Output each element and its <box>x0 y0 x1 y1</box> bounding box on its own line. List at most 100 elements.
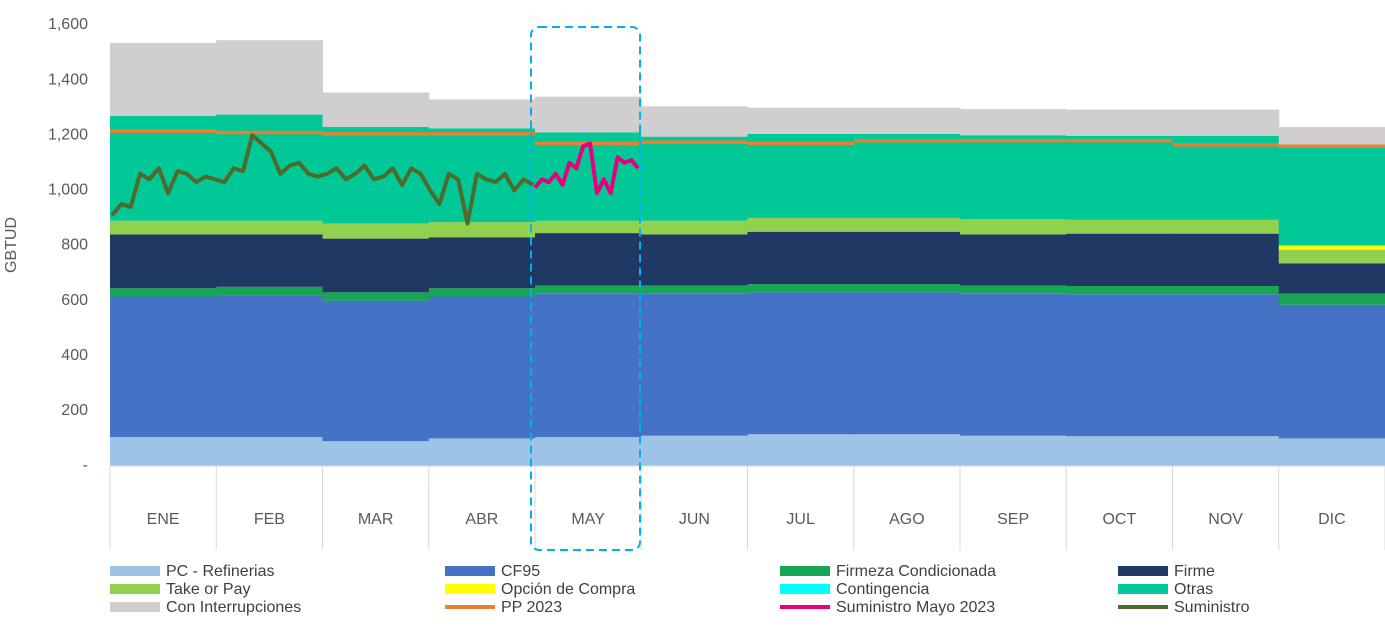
area-segment <box>110 115 217 221</box>
area-segment <box>428 237 536 289</box>
area-segment <box>110 234 217 289</box>
area-segment <box>535 96 642 133</box>
area-segment <box>853 292 961 435</box>
area-segment <box>110 296 217 438</box>
y-tick-label: 400 <box>61 347 88 364</box>
x-tick-label: DIC <box>1318 511 1346 528</box>
area-segment <box>535 220 642 234</box>
legend-swatch <box>445 584 495 594</box>
area-segment <box>428 296 536 439</box>
area-segment <box>428 288 536 297</box>
area-segment <box>960 219 1067 235</box>
area-segment <box>1066 286 1173 295</box>
area-segment <box>853 284 961 293</box>
area-segment <box>428 438 536 466</box>
x-tick-label: AGO <box>889 511 925 528</box>
area-segment <box>641 285 748 294</box>
area-segment <box>1278 147 1385 246</box>
area-segment <box>747 292 855 435</box>
x-tick-label: ABR <box>465 511 498 528</box>
y-tick-label: 200 <box>61 402 88 419</box>
area-segment <box>322 441 430 466</box>
area-segment <box>1066 219 1173 234</box>
area-segment <box>853 217 961 232</box>
legend-swatch <box>110 602 160 612</box>
area-segment <box>1278 249 1385 264</box>
area-segment <box>1172 135 1280 220</box>
legend-label: CF95 <box>501 563 540 580</box>
y-tick-label: 600 <box>61 292 88 309</box>
legend-swatch <box>1118 566 1168 576</box>
area-segment <box>216 437 323 466</box>
area-segment <box>535 293 642 438</box>
y-axis-label: GBTUD <box>3 217 20 273</box>
x-tick-label: FEB <box>254 511 285 528</box>
area-segment <box>110 437 217 466</box>
legend-swatch <box>445 566 495 576</box>
x-tick-label: JUN <box>679 511 710 528</box>
area-segment <box>428 222 536 238</box>
area-segment <box>535 285 642 294</box>
highlight-box <box>530 26 641 551</box>
area-segment <box>216 295 323 438</box>
area-segment <box>535 437 642 466</box>
x-tick-label: MAY <box>571 511 605 528</box>
area-segment <box>322 238 430 293</box>
line <box>533 141 640 196</box>
legend-label: Suministro <box>1174 599 1250 616</box>
area-segment <box>1066 294 1173 437</box>
legend-label: PC - Refinerias <box>166 563 274 580</box>
legend-label: Opción de Compra <box>501 581 635 598</box>
area-segment <box>853 107 961 134</box>
area-segment <box>322 292 430 301</box>
area-segment <box>1066 233 1173 287</box>
area-segment <box>747 133 855 218</box>
legend-swatch <box>110 584 160 594</box>
area-segment <box>960 435 1067 466</box>
area-segment <box>747 217 855 232</box>
area-segment <box>747 434 855 466</box>
legend-label: Firme <box>1174 563 1215 580</box>
area-segment <box>853 133 961 218</box>
area-segment <box>641 136 748 221</box>
area-segment <box>853 434 961 466</box>
area-segment <box>216 234 323 287</box>
x-tick-label: MAR <box>358 511 394 528</box>
area-segment <box>216 286 323 296</box>
x-tick-label: ENE <box>147 511 180 528</box>
legend-label: Firmeza Condicionada <box>836 563 996 580</box>
y-tick-label: 1,000 <box>48 182 88 199</box>
area-segment <box>747 231 855 285</box>
legend-label: Suministro Mayo 2023 <box>836 599 995 616</box>
y-tick-label: 1,400 <box>48 71 88 88</box>
area-segment <box>428 99 536 129</box>
legend-label: Contingencia <box>836 581 930 598</box>
area-segment <box>1066 109 1173 136</box>
area-segment <box>747 107 855 134</box>
area-segment <box>1172 219 1280 234</box>
area-segment <box>216 220 323 235</box>
area-segment <box>1172 233 1280 287</box>
area-segment <box>1172 109 1280 136</box>
area-segment <box>216 40 323 115</box>
area-segment <box>322 300 430 442</box>
area-segment <box>1278 304 1385 439</box>
area-segment <box>747 284 855 293</box>
y-tick-label: 1,200 <box>48 126 88 143</box>
x-tick-label: SEP <box>997 511 1029 528</box>
area-segment <box>1172 286 1280 295</box>
area-segment <box>535 233 642 286</box>
area-segment <box>110 288 217 297</box>
area-segment <box>1278 126 1385 148</box>
area-segment <box>1172 294 1280 437</box>
area-segment <box>960 109 1067 136</box>
legend-swatch <box>780 584 830 594</box>
legend-label: Otras <box>1174 581 1213 598</box>
area-segment <box>641 234 748 286</box>
area-segment <box>322 92 430 127</box>
y-tick-label: 1,600 <box>48 16 88 33</box>
area-segment <box>960 135 1067 220</box>
area-segment <box>853 231 961 285</box>
x-tick-label: JUL <box>786 511 815 528</box>
